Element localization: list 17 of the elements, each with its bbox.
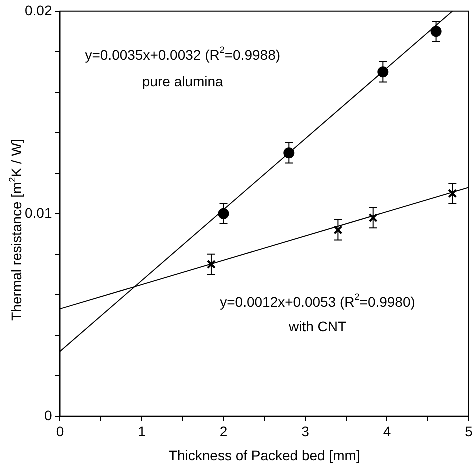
annotation: pure alumina	[142, 73, 224, 90]
point	[206, 260, 216, 270]
y-tick-label: 0.02	[25, 2, 52, 18]
x-tick-label: 2	[220, 424, 228, 440]
x-tick-label: 3	[302, 424, 310, 440]
x-tick-label: 0	[56, 424, 64, 440]
y-tick-label: 0	[44, 407, 52, 424]
point	[284, 148, 295, 159]
point	[334, 226, 343, 235]
x-tick-label: 1	[138, 424, 146, 440]
point	[448, 189, 458, 198]
y-tick-label: 0.01	[25, 204, 52, 221]
x-tick-label: 5	[465, 424, 474, 440]
point	[368, 213, 378, 222]
x-axis-title: Thickness of Packed bed [mm]	[168, 447, 360, 464]
x-tick-label: 4	[383, 424, 392, 440]
annotation: with CNT	[288, 318, 347, 334]
